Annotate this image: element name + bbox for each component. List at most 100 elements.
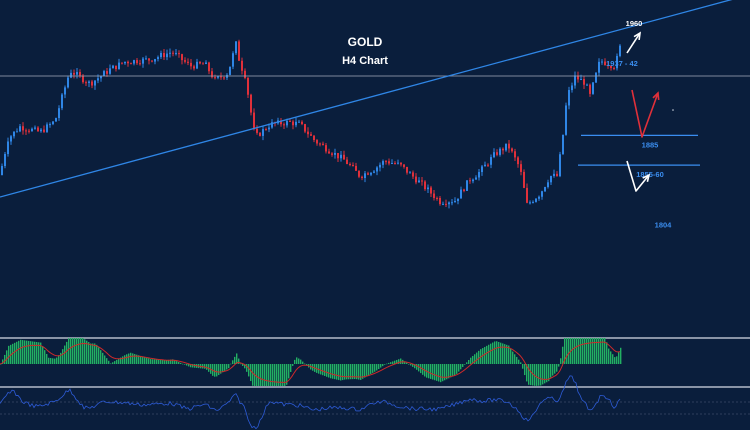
candle-body (37, 127, 39, 132)
oscillator-bar (78, 338, 80, 364)
oscillator-bar (124, 355, 126, 364)
candle-body (217, 76, 219, 78)
oscillator-bar (604, 338, 606, 364)
candle-body (325, 145, 327, 152)
oscillator-bar (352, 364, 354, 380)
oscillator-bar (520, 362, 522, 364)
oscillator-bar (184, 364, 186, 365)
oscillator-bar (592, 338, 594, 364)
candle-body (529, 202, 531, 204)
oscillator-bar (564, 338, 566, 364)
oscillator-bar (484, 346, 486, 364)
oscillator-bar (464, 364, 466, 365)
oscillator-bar (512, 351, 514, 364)
candle-body (223, 77, 225, 79)
oscillator-bar (172, 359, 174, 364)
oscillator-bar (84, 339, 86, 364)
candle-body (367, 173, 369, 175)
oscillator-bar (608, 348, 610, 364)
oscillator-bar (180, 362, 182, 364)
oscillator-bar (334, 364, 336, 380)
oscillator-bar (574, 338, 576, 364)
candle-body (583, 79, 585, 85)
candle-body (607, 65, 609, 67)
indicator-panes (0, 337, 750, 430)
oscillator-bar (22, 340, 24, 364)
oscillator-bar (104, 355, 106, 364)
candle-body (379, 164, 381, 168)
candle-body (241, 60, 243, 71)
candle-body (247, 78, 249, 95)
oscillator-bar (4, 354, 6, 364)
candle-body (511, 148, 513, 152)
candle-body (1, 165, 3, 175)
oscillator-bar (270, 364, 272, 386)
oscillator-bar (24, 340, 26, 364)
candle-body (313, 135, 315, 141)
candle-body (49, 124, 51, 126)
candle-body (175, 53, 177, 55)
candle-body (7, 141, 9, 155)
candle-body (592, 82, 594, 94)
candle-body (178, 53, 180, 55)
oscillator-bar (144, 357, 146, 364)
oscillator-bar (106, 358, 108, 364)
oscillator-bar (266, 364, 268, 386)
oscillator-bar (222, 364, 224, 373)
candle-body (553, 173, 555, 177)
oscillator-bar (276, 364, 278, 386)
oscillator-bar (444, 364, 446, 381)
oscillator-bar (452, 364, 454, 377)
candle-body (100, 76, 102, 79)
oscillator-bar (226, 364, 228, 370)
oscillator-bar (346, 364, 348, 380)
candle-body (307, 131, 309, 135)
oscillator-bar (240, 363, 242, 365)
candle-body (616, 55, 618, 69)
candle-body (13, 131, 15, 137)
candle-body (604, 61, 606, 66)
candle-body (163, 52, 165, 58)
level-label: 1885 (642, 140, 659, 149)
oscillator-bar (38, 342, 40, 364)
candle-body (97, 78, 99, 81)
oscillator-bar (530, 364, 532, 386)
oscillator-bar (390, 362, 392, 364)
ascending-trendline (0, 0, 733, 198)
oscillator-bar (236, 353, 238, 364)
candle-body (565, 105, 567, 135)
red-projection-arrow-head (652, 91, 660, 101)
candle-body (541, 191, 543, 197)
candle-body (382, 161, 384, 165)
oscillator-bar (360, 364, 362, 380)
oscillator-bar (290, 364, 292, 372)
oscillator-bar (234, 356, 236, 364)
oscillator-bar (412, 364, 414, 367)
candle-body (148, 58, 150, 61)
candle-body (412, 172, 414, 177)
candle-body (28, 130, 30, 132)
oscillator-bar (494, 341, 496, 364)
oscillator-bar (102, 352, 104, 364)
oscillator-bar (498, 341, 500, 364)
oscillator-bar (286, 364, 288, 385)
oscillator-bar (30, 341, 32, 364)
oscillator-bar (8, 345, 10, 364)
candle-body (406, 166, 408, 173)
oscillator-bar (344, 364, 346, 380)
oscillator-bar (548, 364, 550, 382)
oscillator-bar (594, 338, 596, 364)
oscillator-bar (268, 364, 270, 386)
candle-body (280, 120, 282, 125)
candle-body (403, 164, 405, 167)
oscillator-bar (562, 346, 564, 364)
oscillator-bar (128, 353, 130, 364)
oscillator-bar (44, 350, 46, 364)
oscillator-bar (340, 364, 342, 381)
candle-body (454, 200, 456, 203)
oscillator-bar (332, 364, 334, 379)
candle-body (283, 124, 285, 126)
oscillator-bar (272, 364, 274, 386)
oscillator-bar (516, 356, 518, 364)
